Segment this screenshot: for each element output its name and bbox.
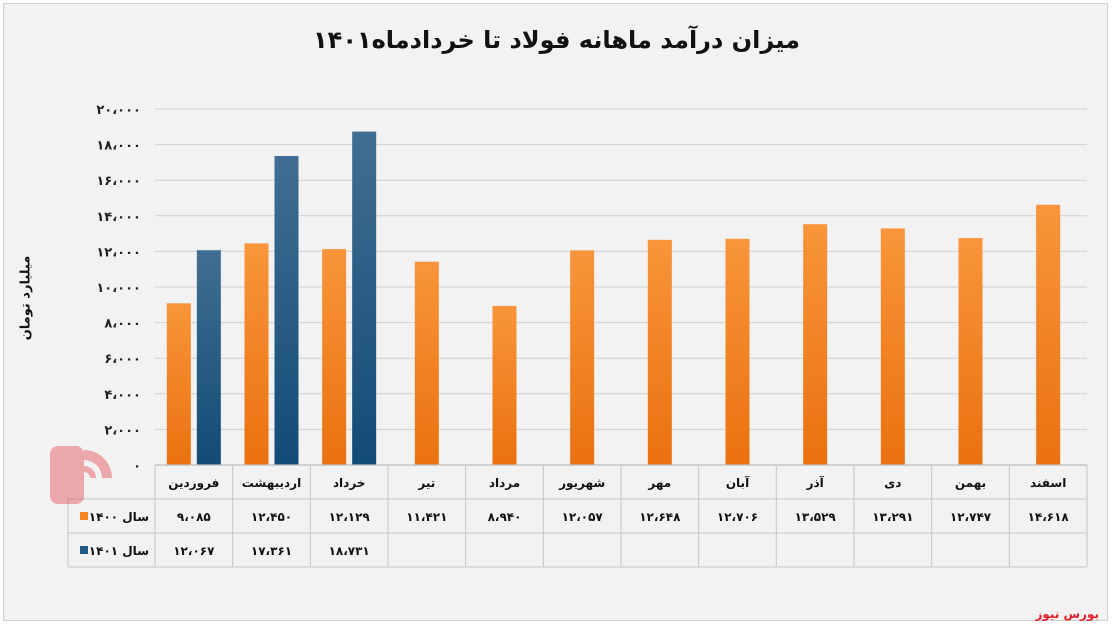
data-label: ۱۲،۴۵۰ [251, 510, 292, 524]
y-tick-label: ۱۴،۰۰۰ [96, 210, 141, 225]
data-label: ۱۱،۴۲۱ [406, 510, 447, 524]
bar-1400 [803, 224, 828, 465]
bar-1400 [880, 228, 905, 465]
y-tick-label: ۰ [133, 459, 141, 474]
data-table: فروردین اردیبهشت خرداد تیر مرداد شهریور مهر آبا… [67, 464, 1088, 568]
bar-1400 [414, 261, 439, 465]
x-tick-label: شهریور [558, 476, 605, 491]
bar-1400 [492, 305, 517, 465]
x-tick-label: اسفند [1030, 476, 1066, 490]
gridlines [155, 108, 1087, 430]
x-tick-label: فروردین [168, 476, 219, 491]
y-axis-label: میلیارد تومان [18, 255, 34, 341]
data-label: ۹،۰۸۵ [177, 510, 211, 524]
data-label: ۱۴،۶۱۸ [1028, 510, 1070, 524]
x-tick-label: خرداد [333, 476, 366, 490]
legend-key [80, 512, 88, 520]
data-label: ۱۲،۰۶۷ [173, 544, 215, 558]
y-tick-label: ۱۲،۰۰۰ [96, 245, 141, 260]
bars [166, 131, 1061, 466]
bar-1400 [322, 249, 347, 465]
data-label: ۱۸،۷۳۱ [329, 544, 370, 558]
y-tick-label: ۲،۰۰۰ [104, 423, 141, 438]
logo-arc-inner [84, 466, 96, 478]
data-label: ۸،۹۴۰ [488, 510, 522, 524]
source-label: بورس نیوز [1035, 607, 1099, 621]
bar-1400 [958, 238, 983, 465]
y-tick-label: ۱۸،۰۰۰ [96, 139, 141, 154]
y-axis: ۰ ۲،۰۰۰ ۴،۰۰۰ ۶،۰۰۰ ۸،۰۰۰ ۱۰،۰۰۰ ۱۲،۰۰۰ ۱۴،۰۰۰ ۱… [96, 103, 141, 474]
bar-1400 [166, 303, 191, 465]
bar-1401 [352, 131, 377, 465]
x-tick-label: آذر [806, 475, 825, 490]
bar-1401 [196, 250, 221, 465]
x-tick-label: آبان [726, 475, 750, 490]
watermark-logo [50, 446, 112, 504]
data-label: ۱۷،۳۶۱ [251, 544, 292, 558]
chart-title: میزان درآمد ماهانه فولاد تا خردادماه۱۴۰۱ [313, 26, 800, 54]
y-tick-label: ۴،۰۰۰ [104, 388, 141, 403]
y-tick-label: ۶،۰۰۰ [104, 352, 141, 367]
x-tick-label: بهمن [955, 476, 986, 490]
y-tick-label: ۱۶،۰۰۰ [96, 174, 141, 189]
x-tick-label: تیر [417, 476, 435, 490]
logo-bar [50, 446, 84, 504]
data-label: ۱۲،۶۴۸ [639, 510, 681, 524]
bar-1400 [725, 238, 750, 465]
bar-1400 [570, 250, 595, 465]
x-tick-label: مرداد [489, 476, 520, 490]
y-tick-label: ۱۰،۰۰۰ [96, 281, 141, 296]
data-label: ۱۳،۲۹۱ [872, 510, 913, 524]
data-label: ۱۳،۵۲۹ [795, 510, 837, 524]
data-label: ۱۲،۷۴۷ [950, 510, 992, 524]
x-tick-label: دی [884, 476, 901, 490]
data-label: ۱۲،۰۵۷ [562, 510, 604, 524]
bar-1400 [1036, 204, 1061, 465]
logo-arc-outer [84, 450, 112, 478]
legend-label: سال ۱۴۰۰ [89, 510, 149, 524]
y-tick-label: ۲۰،۰۰۰ [96, 103, 141, 118]
x-tick-label: اردیبهشت [242, 476, 301, 490]
bar-1401 [274, 155, 299, 466]
data-label: ۱۲،۷۰۶ [717, 510, 758, 524]
y-tick-label: ۸،۰۰۰ [104, 317, 141, 332]
data-label: ۱۲،۱۲۹ [329, 510, 371, 524]
bar-1400 [647, 239, 672, 465]
legend-label: سال ۱۴۰۱ [89, 544, 149, 558]
x-tick-label: مهر [647, 476, 671, 490]
bar-1400 [244, 243, 269, 465]
legend-key [80, 546, 88, 554]
